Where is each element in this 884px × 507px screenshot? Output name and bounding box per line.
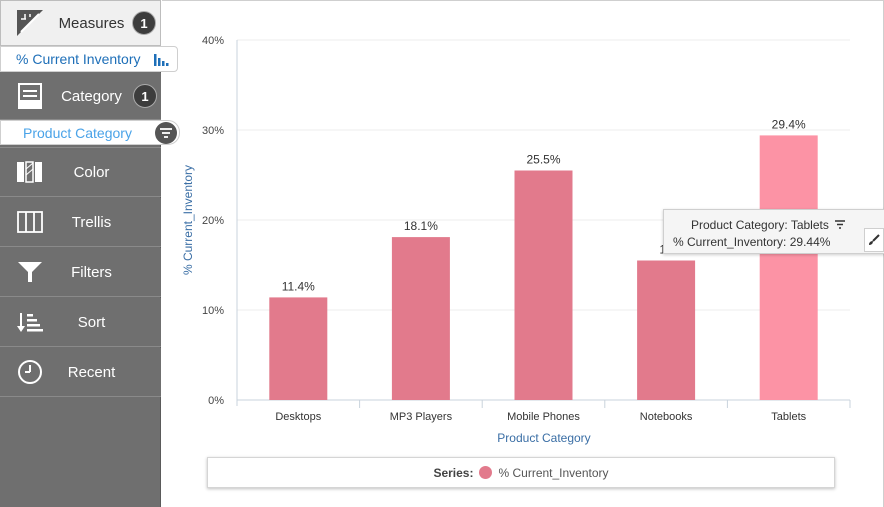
tooltip-line-value: % Current_Inventory: 29.44% bbox=[673, 235, 831, 250]
y-tick-label: 10% bbox=[202, 305, 224, 317]
sidebar-item-recent[interactable]: Recent bbox=[0, 348, 161, 397]
bar-notebooks[interactable] bbox=[637, 260, 696, 401]
tooltip-line-category: Product Category: Tablets bbox=[691, 218, 829, 232]
tray-icon bbox=[14, 81, 46, 111]
legend-series-prefix: Series: bbox=[433, 465, 474, 480]
y-axis-title: % Current_Inventory bbox=[181, 165, 195, 275]
measures-count-badge: 1 bbox=[132, 11, 156, 35]
x-axis-title: Product Category bbox=[497, 431, 590, 445]
bar-tablets[interactable] bbox=[759, 135, 818, 400]
category-label: Category bbox=[61, 87, 122, 105]
measures-section[interactable]: Measures 1 bbox=[0, 0, 161, 46]
measures-label: Measures bbox=[58, 14, 125, 32]
trellis-icon bbox=[14, 207, 46, 237]
measure-item-current-inventory[interactable]: % Current Inventory bbox=[0, 46, 178, 72]
x-tick-label: Desktops bbox=[275, 411, 321, 423]
filter-lines-icon[interactable] bbox=[835, 217, 846, 234]
sort-icon bbox=[14, 307, 46, 337]
y-tick-label: 0% bbox=[208, 395, 224, 407]
category-item-product-category[interactable]: Product Category bbox=[0, 120, 180, 145]
y-tick-label: 40% bbox=[202, 35, 224, 47]
x-tick-label: Mobile Phones bbox=[507, 411, 580, 423]
bar-data-label: 18.1% bbox=[404, 219, 438, 233]
sidebar-item-sort-label: Sort bbox=[77, 313, 106, 331]
sidebar-item-recent-label: Recent bbox=[67, 363, 116, 381]
color-columns-icon bbox=[14, 157, 46, 187]
bar-data-label: 29.4% bbox=[772, 117, 806, 131]
brush-icon[interactable] bbox=[864, 228, 884, 252]
bar-chart-icon[interactable] bbox=[151, 49, 171, 69]
sidebar-item-sort[interactable]: Sort bbox=[0, 298, 161, 347]
sidebar-item-trellis-label: Trellis bbox=[71, 213, 112, 231]
sidebar-item-trellis[interactable]: Trellis bbox=[0, 198, 161, 247]
x-tick-label: MP3 Players bbox=[390, 411, 453, 423]
sidebar-item-color-label: Color bbox=[73, 163, 110, 181]
legend: Series: % Current_Inventory bbox=[207, 457, 835, 488]
bar-mobile-phones[interactable] bbox=[514, 170, 573, 401]
category-item-label: Product Category bbox=[23, 124, 132, 141]
sidebar: Measures 1 % Current Inventory Category … bbox=[0, 0, 180, 507]
clock-icon bbox=[14, 357, 46, 387]
bar-data-label: 11.4% bbox=[282, 279, 315, 293]
bar-tooltip: Product Category: Tablets % Current_Inve… bbox=[663, 209, 884, 254]
sidebar-item-filters[interactable]: Filters bbox=[0, 248, 161, 297]
y-tick-label: 20% bbox=[202, 215, 224, 227]
legend-series-name[interactable]: % Current_Inventory bbox=[498, 465, 609, 480]
x-tick-label: Notebooks bbox=[640, 411, 693, 423]
legend-swatch[interactable] bbox=[479, 466, 493, 479]
bar-data-label: 25.5% bbox=[526, 153, 560, 167]
sidebar-item-filters-label: Filters bbox=[71, 263, 112, 281]
funnel-icon bbox=[14, 257, 46, 287]
sidebar-item-color[interactable]: Color bbox=[0, 147, 161, 197]
measure-item-label: % Current Inventory bbox=[16, 51, 141, 67]
category-section[interactable]: Category 1 bbox=[0, 73, 161, 120]
x-tick-label: Tablets bbox=[771, 411, 806, 423]
bar-desktops[interactable] bbox=[269, 297, 328, 400]
y-tick-label: 30% bbox=[202, 125, 224, 137]
ruler-icon bbox=[15, 8, 47, 38]
category-count-badge: 1 bbox=[133, 84, 157, 108]
filter-lines-icon[interactable] bbox=[155, 121, 177, 144]
bar-mp3-players[interactable] bbox=[391, 237, 450, 400]
